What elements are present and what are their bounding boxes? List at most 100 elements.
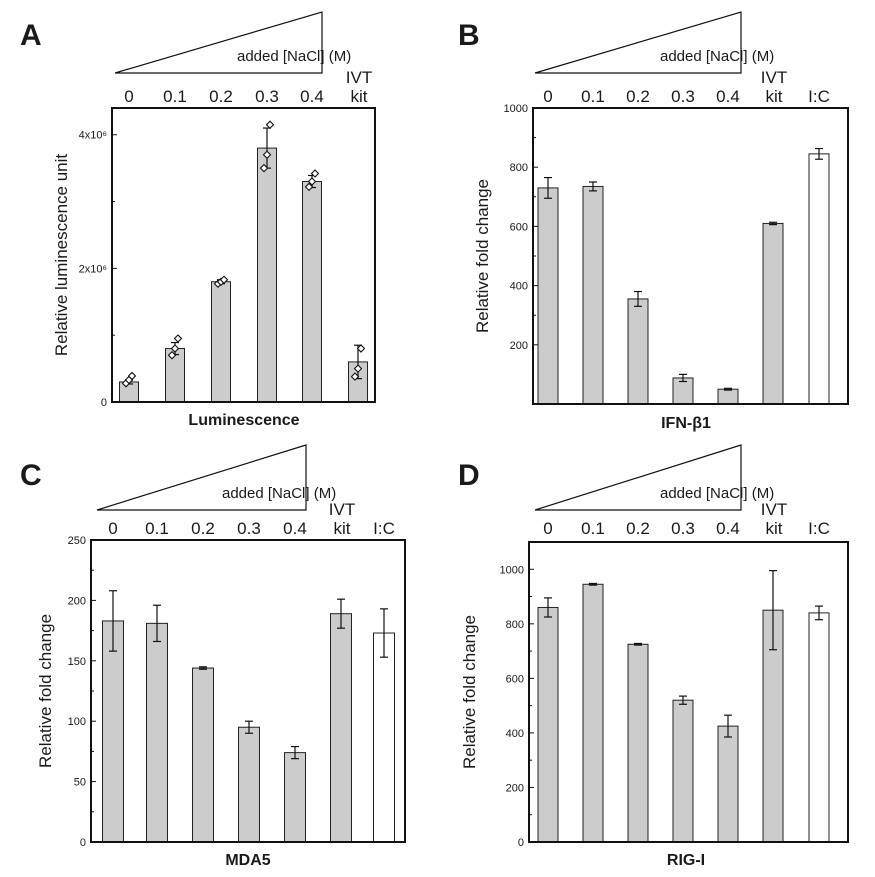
category-label: IVT (329, 500, 355, 519)
category-label: 0.4 (716, 519, 740, 538)
category-label: 0.1 (163, 87, 187, 106)
y-axis-label: Relative fold change (473, 179, 492, 333)
category-label: IVT (761, 68, 787, 87)
category-label: 0.3 (671, 519, 695, 538)
category-label: 0 (124, 87, 133, 106)
y-tick-label: 100 (68, 716, 86, 728)
plot-frame (532, 107, 849, 405)
replicate-point (310, 169, 320, 178)
category-label: kit (766, 519, 783, 538)
category-label: kit (334, 519, 351, 538)
category-label: IVT (346, 68, 372, 87)
replicate-point (262, 150, 272, 160)
y-tick-label: 600 (506, 673, 524, 685)
category-label: kit (351, 87, 368, 106)
bar-IVT-kit (762, 222, 784, 405)
bar-0.4 (302, 181, 322, 403)
replicate-point (307, 177, 317, 186)
gradient-wedge (114, 11, 323, 74)
replicate-point (353, 364, 363, 373)
bar-IVT-kit (330, 613, 352, 843)
y-tick-label: 4x10⁶ (79, 130, 107, 142)
y-tick-label: 200 (506, 782, 524, 794)
y-tick-label: 50 (74, 777, 86, 789)
bar-I-C (808, 612, 830, 843)
bar-0.2 (627, 298, 649, 405)
category-label: 0 (108, 519, 117, 538)
category-label: 0.2 (626, 519, 650, 538)
bar-I-C (808, 153, 830, 405)
wedge-label: added [NaCl] (M) (237, 48, 351, 65)
y-tick-label: 1000 (504, 103, 528, 115)
category-label: 0.2 (209, 87, 233, 106)
bar-0.2 (192, 667, 214, 843)
y-tick-label: 0 (518, 837, 524, 849)
replicate-point (356, 344, 366, 353)
x-axis-label: MDA5 (225, 852, 270, 869)
bar-0.1 (582, 583, 604, 843)
bar-0.2 (211, 281, 231, 403)
replicate-point (219, 275, 229, 285)
replicate-point (259, 163, 269, 173)
y-tick-label: 0 (101, 397, 107, 409)
bar-0.1 (582, 185, 604, 405)
bar-0.1 (146, 622, 168, 843)
category-label: 0 (543, 519, 552, 538)
category-label: IVT (761, 500, 787, 519)
bar-0.1 (165, 348, 185, 403)
panel-letter: A (20, 19, 42, 52)
bar-I-C (373, 632, 395, 843)
bar-0.3 (257, 147, 277, 403)
replicate-point (127, 371, 137, 381)
x-axis-label: Luminescence (188, 412, 299, 429)
y-tick-label: 400 (506, 728, 524, 740)
plot-frame (111, 107, 376, 403)
x-axis-label: IFN-β1 (661, 415, 711, 432)
category-label: 0.4 (283, 519, 307, 538)
panel-letter: B (458, 19, 480, 52)
category-label: I:C (808, 87, 830, 106)
y-axis-label: Relative luminescence unit (52, 154, 71, 356)
gradient-wedge (534, 11, 742, 74)
bar-0 (537, 606, 559, 843)
wedge-label: added [NaCl] (M) (660, 48, 774, 65)
y-axis-label: Relative fold change (460, 615, 479, 769)
replicate-point (167, 350, 177, 360)
y-tick-label: 2x10⁶ (79, 263, 107, 275)
y-tick-label: 200 (510, 340, 528, 352)
bar-0.4 (717, 388, 739, 405)
plot-frame (528, 541, 849, 843)
y-tick-label: 150 (68, 656, 86, 668)
replicate-point (265, 120, 275, 129)
gradient-wedge (534, 444, 742, 511)
bar-0.4 (284, 752, 306, 843)
replicate-point (173, 334, 183, 343)
category-label: 0.1 (581, 87, 605, 106)
bar-0.3 (672, 699, 694, 843)
x-axis-label: RIG-I (667, 852, 705, 869)
y-axis-label: Relative fold change (36, 614, 55, 768)
y-tick-label: 800 (506, 619, 524, 631)
replicate-point (350, 372, 360, 381)
y-tick-label: 600 (510, 221, 528, 233)
category-label: 0.3 (255, 87, 279, 106)
replicate-point (170, 344, 180, 353)
bar-0 (102, 620, 124, 843)
y-tick-label: 200 (68, 595, 86, 607)
category-label: 0.3 (237, 519, 261, 538)
gradient-wedge (96, 444, 307, 511)
bar-0.4 (717, 725, 739, 843)
category-label: 0.3 (671, 87, 695, 106)
category-label: I:C (808, 519, 830, 538)
wedge-label: added [NaCl] (M) (222, 485, 336, 502)
panel-letter: D (458, 459, 480, 492)
bar-0 (119, 381, 139, 403)
category-label: I:C (373, 519, 395, 538)
category-label: 0.2 (191, 519, 215, 538)
replicate-point (304, 182, 314, 192)
y-tick-label: 250 (68, 535, 86, 547)
